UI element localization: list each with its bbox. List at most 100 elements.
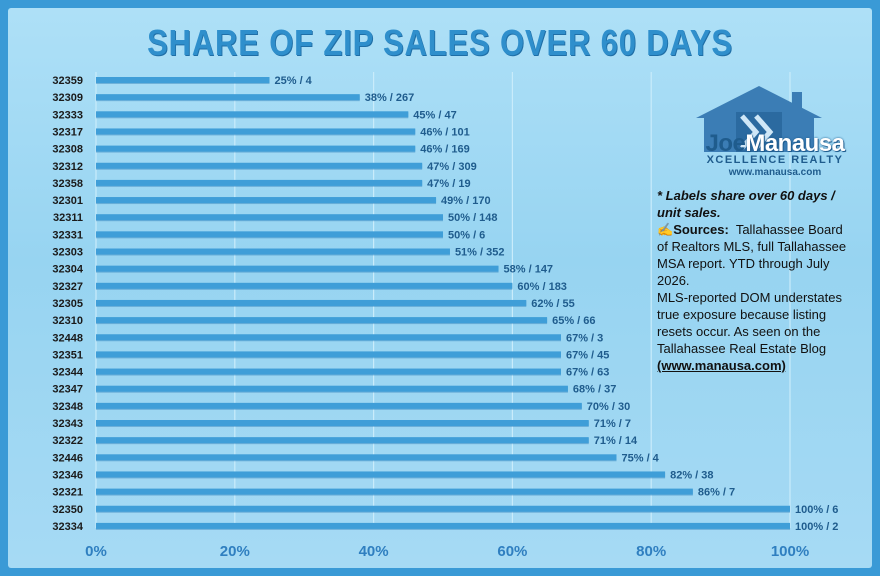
x-tick-label: 40% <box>359 543 389 560</box>
category-label: 32309 <box>52 92 83 104</box>
data-label: 46% / 169 <box>420 144 470 156</box>
bar <box>96 231 443 238</box>
data-label: 67% / 3 <box>566 332 603 344</box>
data-label: 47% / 309 <box>427 161 477 173</box>
bar <box>96 248 450 255</box>
category-label: 32446 <box>52 452 83 464</box>
category-label: 32344 <box>52 367 83 379</box>
bar <box>96 179 423 186</box>
category-label: 32351 <box>52 349 83 361</box>
data-label: 47% / 19 <box>427 178 470 190</box>
data-label: 67% / 63 <box>566 367 609 379</box>
bar <box>96 385 568 392</box>
category-label: 32321 <box>52 487 83 499</box>
logo-subtitle: XCELLENCE REALTY <box>706 154 844 166</box>
x-tick-label: 100% <box>771 543 809 560</box>
category-label: 32327 <box>52 281 83 293</box>
x-tick-label: 80% <box>636 543 666 560</box>
bar <box>96 454 617 461</box>
category-label: 32331 <box>52 229 83 241</box>
bar <box>96 402 582 409</box>
category-label: 32311 <box>53 212 83 224</box>
caveat-text: MLS-reported DOM understates true exposu… <box>657 290 842 356</box>
category-label: 32358 <box>52 178 83 190</box>
data-label: 71% / 14 <box>594 435 638 447</box>
bar <box>96 162 423 169</box>
category-label: 32350 <box>52 504 83 516</box>
category-label: 32346 <box>52 469 83 481</box>
data-label: 68% / 37 <box>573 384 616 396</box>
logo-url: www.manausa.com <box>728 167 822 178</box>
bar <box>96 488 693 495</box>
labels-note: * Labels share over 60 days / unit sales… <box>657 188 835 220</box>
blog-link[interactable]: (www.manausa.com) <box>657 358 786 373</box>
sources-icon: ✍ <box>657 222 674 237</box>
logo-name: JoeManausa <box>705 130 845 157</box>
bar <box>96 197 437 204</box>
category-label: 32359 <box>52 75 83 87</box>
data-label: 82% / 38 <box>670 469 713 481</box>
bar <box>96 214 443 221</box>
data-label: 71% / 7 <box>594 418 631 430</box>
bar <box>96 145 416 152</box>
data-label: 67% / 45 <box>566 349 609 361</box>
data-label: 38% / 267 <box>365 92 415 104</box>
bar <box>96 111 409 118</box>
bar <box>96 77 270 83</box>
category-label: 32301 <box>52 195 83 207</box>
data-label: 25% / 4 <box>275 75 313 87</box>
bar <box>96 282 513 289</box>
category-label: 32310 <box>52 315 83 327</box>
category-label: 32347 <box>52 384 83 396</box>
bar <box>96 368 561 375</box>
house-x-logo-icon <box>696 86 822 152</box>
x-tick-label: 60% <box>497 543 527 560</box>
data-label: 75% / 4 <box>622 452 660 464</box>
data-label: 100% / 6 <box>795 504 838 516</box>
x-tick-label: 20% <box>220 543 250 560</box>
bar <box>96 351 561 358</box>
category-label: 32348 <box>52 401 83 413</box>
bar <box>96 317 548 324</box>
sources-heading: Sources: <box>673 222 729 237</box>
data-label: 45% / 47 <box>413 109 456 121</box>
bar <box>96 505 790 512</box>
data-label: 100% / 2 <box>795 521 838 533</box>
bar <box>96 334 561 341</box>
data-label: 51% / 352 <box>455 247 505 259</box>
category-label: 32322 <box>52 435 83 447</box>
bar <box>96 94 360 101</box>
bar <box>96 420 589 426</box>
category-label: 32304 <box>52 264 83 276</box>
category-label: 32317 <box>52 126 83 138</box>
bar <box>96 522 790 529</box>
bar <box>96 128 416 135</box>
bar <box>96 265 499 272</box>
x-tick-label: 0% <box>85 543 107 560</box>
chart-title: SHARE OF ZIP SALES OVER 60 DAYS <box>147 22 733 63</box>
bar <box>96 437 589 444</box>
bar <box>96 471 666 478</box>
sources-text: Tallahassee Board of Realtors MLS, full … <box>657 222 847 288</box>
category-label: 32305 <box>52 298 83 310</box>
category-label: 32333 <box>52 109 83 121</box>
category-label: 32343 <box>52 418 83 430</box>
category-label: 32334 <box>52 521 83 533</box>
data-label: 65% / 66 <box>552 315 595 327</box>
data-label: 86% / 7 <box>698 487 735 499</box>
category-label: 32303 <box>52 247 83 259</box>
data-label: 49% / 170 <box>441 195 491 207</box>
data-label: 62% / 55 <box>531 298 574 310</box>
data-label: 60% / 183 <box>517 281 567 293</box>
data-label: 50% / 148 <box>448 212 498 224</box>
data-label: 46% / 101 <box>420 126 470 138</box>
category-label: 32448 <box>52 332 83 344</box>
bar <box>96 299 527 306</box>
data-label: 70% / 30 <box>587 401 630 413</box>
notes-panel: * Labels share over 60 days / unit sales… <box>657 187 857 374</box>
category-label: 32312 <box>52 161 83 173</box>
category-label: 32308 <box>52 144 83 156</box>
data-label: 58% / 147 <box>504 264 554 276</box>
data-label: 50% / 6 <box>448 229 485 241</box>
